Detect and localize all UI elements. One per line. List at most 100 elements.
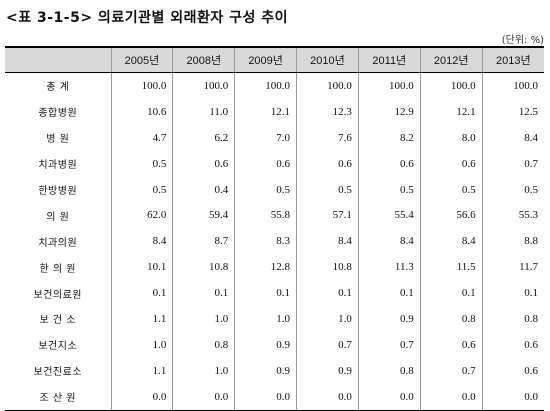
- value-cell: 0.0: [419, 383, 483, 411]
- value-cell: 59.4: [172, 202, 235, 229]
- value-cell: 1.0: [234, 306, 297, 332]
- table-row: 치과병원 0.5 0.6 0.6 0.6 0.6 0.6 0.7: [5, 150, 544, 177]
- value-cell: 8.8: [481, 228, 544, 255]
- value-cell: 0.1: [357, 280, 421, 307]
- value-cell: 0.5: [296, 176, 359, 203]
- value-cell: 0.5: [481, 176, 544, 203]
- column-header: 2013년: [481, 46, 544, 73]
- column-header: 2005년: [110, 46, 173, 73]
- value-cell: 100.0: [172, 72, 235, 99]
- value-cell: 12.3: [296, 98, 359, 125]
- value-cell: 4.7: [110, 124, 173, 151]
- unit-label: (단위: %): [501, 35, 544, 46]
- row-label: 보 건 소: [39, 315, 76, 327]
- row-label: 조 산 원: [5, 383, 111, 411]
- value-cell: 8.0: [419, 124, 483, 151]
- value-cell: 0.1: [172, 280, 235, 307]
- value-cell: 100.0: [296, 72, 359, 99]
- value-cell: 8.4: [481, 124, 544, 151]
- row-label: 한 의 원: [39, 263, 76, 275]
- value-cell: 0.1: [234, 280, 297, 307]
- value-cell: 0.8: [357, 357, 421, 384]
- value-cell: 100.0: [357, 72, 421, 99]
- row-label: 병 원: [46, 134, 70, 146]
- value-cell: 0.6: [481, 331, 544, 358]
- table-row: 총 계 100.0 100.0 100.0 100.0 100.0 100.0 100.0: [5, 72, 544, 99]
- value-cell: 55.3: [481, 202, 544, 229]
- value-cell: 12.1: [419, 98, 483, 125]
- value-cell: 100.0: [481, 72, 544, 99]
- value-cell: 11.3: [357, 254, 421, 281]
- value-cell: 0.5: [419, 176, 483, 203]
- value-cell: 0.1: [481, 280, 544, 307]
- table-row: 보 건 소 1.1 1.0 1.0 1.0 0.9 0.8 0.8: [5, 306, 544, 332]
- value-cell: 0.5: [110, 150, 173, 177]
- value-cell: 0.1: [110, 280, 173, 307]
- value-cell: 0.0: [481, 383, 544, 411]
- value-cell: 100.0: [419, 72, 483, 99]
- column-header: 2008년: [172, 46, 235, 73]
- value-cell: 0.6: [419, 150, 483, 177]
- value-cell: 0.9: [234, 357, 297, 384]
- table-row: 병 원 4.7 6.2 7.0 7.6 8.2 8.0 8.4: [5, 124, 544, 151]
- value-cell: 0.0: [172, 383, 235, 411]
- value-cell: 0.0: [357, 383, 421, 411]
- value-cell: 12.8: [234, 254, 297, 281]
- value-cell: 8.4: [419, 228, 483, 255]
- value-cell: 12.5: [481, 98, 544, 125]
- value-cell: 0.6: [419, 331, 483, 358]
- value-cell: 8.4: [110, 228, 173, 255]
- value-cell: 8.2: [357, 124, 421, 151]
- value-cell: 0.7: [419, 357, 483, 384]
- table-row: 종합병원 10.6 11.0 12.1 12.3 12.9 12.1 12.5: [5, 98, 544, 125]
- table-row: 보건의료원 0.1 0.1 0.1 0.1 0.1 0.1 0.1: [5, 280, 544, 307]
- row-label: 치과의원: [38, 237, 78, 249]
- row-label: 보건의료원: [33, 289, 82, 301]
- value-cell: 0.0: [110, 383, 173, 411]
- table-row: 보건지소 1.0 0.8 0.9 0.7 0.7 0.6 0.6: [5, 331, 544, 358]
- value-cell: 0.7: [357, 331, 421, 358]
- value-cell: 8.4: [296, 228, 359, 255]
- value-cell: 7.0: [234, 124, 297, 151]
- value-cell: 56.6: [419, 202, 483, 229]
- value-cell: 6.2: [172, 124, 235, 151]
- value-cell: 11.5: [419, 254, 483, 281]
- value-cell: 100.0: [110, 72, 173, 99]
- value-cell: 0.0: [296, 383, 359, 411]
- value-cell: 7.6: [296, 124, 359, 151]
- value-cell: 0.6: [296, 150, 359, 177]
- table-row: 한 의 원 10.1 10.8 12.8 10.8 11.3 11.5 11.7: [5, 254, 544, 281]
- row-label: 치과병원: [38, 160, 78, 172]
- value-cell: 0.5: [357, 176, 421, 203]
- value-cell: 100.0: [234, 72, 297, 99]
- value-cell: 0.9: [296, 357, 359, 384]
- value-cell: 1.0: [110, 331, 173, 358]
- value-cell: 1.1: [110, 306, 173, 332]
- table-row: 의 원 62.0 59.4 55.8 57.1 55.4 56.6 55.3: [5, 202, 544, 229]
- table-row: 조 산 원 0.0 0.0 0.0 0.0 0.0 0.0 0.0: [5, 383, 544, 411]
- table-title: <표 3-1-5> 의료기관별 외래환자 구성 추이: [6, 10, 288, 26]
- value-cell: 0.8: [481, 306, 544, 332]
- value-cell: 1.0: [172, 306, 235, 332]
- value-cell: 10.8: [296, 254, 359, 281]
- column-header: 2012년: [419, 46, 483, 73]
- value-cell: 0.6: [234, 150, 297, 177]
- column-header: 2011년: [357, 46, 421, 73]
- value-cell: 1.0: [296, 306, 359, 332]
- value-cell: 0.6: [357, 150, 421, 177]
- row-label: 의 원: [46, 211, 70, 223]
- value-cell: 55.4: [357, 202, 421, 229]
- value-cell: 10.6: [110, 98, 173, 125]
- value-cell: 0.7: [296, 331, 359, 358]
- row-label: 총 계: [46, 82, 70, 94]
- value-cell: 0.7: [481, 150, 544, 177]
- value-cell: 55.8: [234, 202, 297, 229]
- value-cell: 1.1: [110, 357, 173, 384]
- value-cell: 0.5: [234, 176, 297, 203]
- value-cell: 0.5: [110, 176, 173, 203]
- value-cell: 0.8: [172, 331, 235, 358]
- row-label: 종합병원: [38, 108, 78, 120]
- row-label: 보건진료소: [33, 367, 82, 379]
- value-cell: 62.0: [110, 202, 173, 229]
- value-cell: 0.4: [172, 176, 235, 203]
